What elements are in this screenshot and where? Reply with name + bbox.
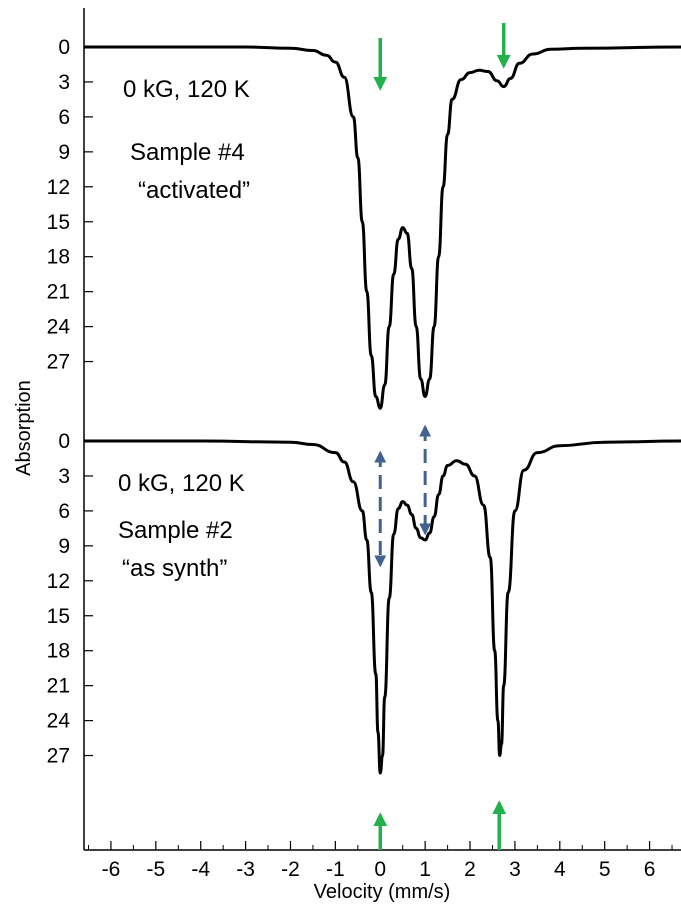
- x-tick-label: 1: [419, 858, 431, 881]
- x-tick-label: 3: [509, 858, 521, 881]
- lower-annotation-line-1: 0 kG, 120 K: [118, 470, 245, 497]
- x-tick-label: 6: [644, 858, 656, 881]
- x-tick-label: -5: [146, 858, 165, 881]
- lower-y-tick-label: 24: [47, 710, 71, 733]
- curves: [84, 45, 681, 775]
- arrows: [373, 23, 511, 850]
- upper-y-tick-label: 0: [58, 36, 70, 59]
- x-tick-label: -1: [326, 858, 345, 881]
- lower-y-tick-label: 9: [58, 535, 70, 558]
- x-tick-label: 2: [464, 858, 476, 881]
- upper-y-tick-label: 18: [47, 246, 70, 269]
- upper-annotation-line-2: Sample #4: [130, 139, 245, 166]
- lower-annotation: 0 kG, 120 K Sample #2 “as synth”: [118, 470, 245, 582]
- x-tick-label: 0: [374, 858, 386, 881]
- upper-annotation: 0 kG, 120 K Sample #4 “activated”: [123, 76, 250, 204]
- upper-y-tick-label: 27: [47, 351, 70, 374]
- x-ticks: -6 -5 -4 -3 -2 -1 0 1 2 3 4 5 6: [87, 841, 673, 881]
- upper-y-tick-label: 9: [58, 141, 70, 164]
- upper-y-tick-label: 3: [58, 71, 70, 94]
- x-axis-title: Velocity (mm/s): [314, 881, 451, 903]
- lower-y-tick-label: 27: [47, 745, 70, 768]
- y-ticks: 0 3 6 9 12 15 18 21 24 27 0 3 6 9 12 15 18 21 24 27: [47, 36, 93, 768]
- lower-y-tick-label: 21: [47, 675, 70, 698]
- lower-y-tick-label: 12: [47, 570, 70, 593]
- lower-annotation-line-2: Sample #2: [118, 517, 233, 544]
- x-tick-label: -6: [102, 858, 121, 881]
- lower-spectrum-line: [84, 439, 681, 775]
- lower-y-tick-label: 15: [47, 605, 70, 628]
- lower-y-tick-label: 6: [58, 500, 70, 523]
- upper-spectrum-line: [84, 45, 681, 410]
- lower-annotation-line-3: “as synth”: [122, 555, 227, 582]
- y-axis-title: Absorption: [13, 380, 35, 476]
- axes: [83, 8, 681, 851]
- upper-y-tick-label: 21: [47, 281, 70, 304]
- x-tick-label: -3: [236, 858, 255, 881]
- upper-annotation-line-1: 0 kG, 120 K: [123, 76, 250, 103]
- upper-annotation-line-3: “activated”: [138, 177, 250, 204]
- x-tick-label: 5: [599, 858, 611, 881]
- lower-y-tick-label: 18: [47, 640, 70, 663]
- upper-y-tick-label: 24: [47, 316, 71, 339]
- upper-y-tick-label: 15: [47, 211, 70, 234]
- lower-y-tick-label: 0: [58, 430, 70, 453]
- lower-y-tick-label: 3: [58, 465, 70, 488]
- upper-y-tick-label: 12: [47, 176, 70, 199]
- x-tick-label: -4: [191, 858, 210, 881]
- x-tick-label: -2: [281, 858, 300, 881]
- x-tick-label: 4: [554, 858, 566, 881]
- upper-y-tick-label: 6: [58, 106, 70, 129]
